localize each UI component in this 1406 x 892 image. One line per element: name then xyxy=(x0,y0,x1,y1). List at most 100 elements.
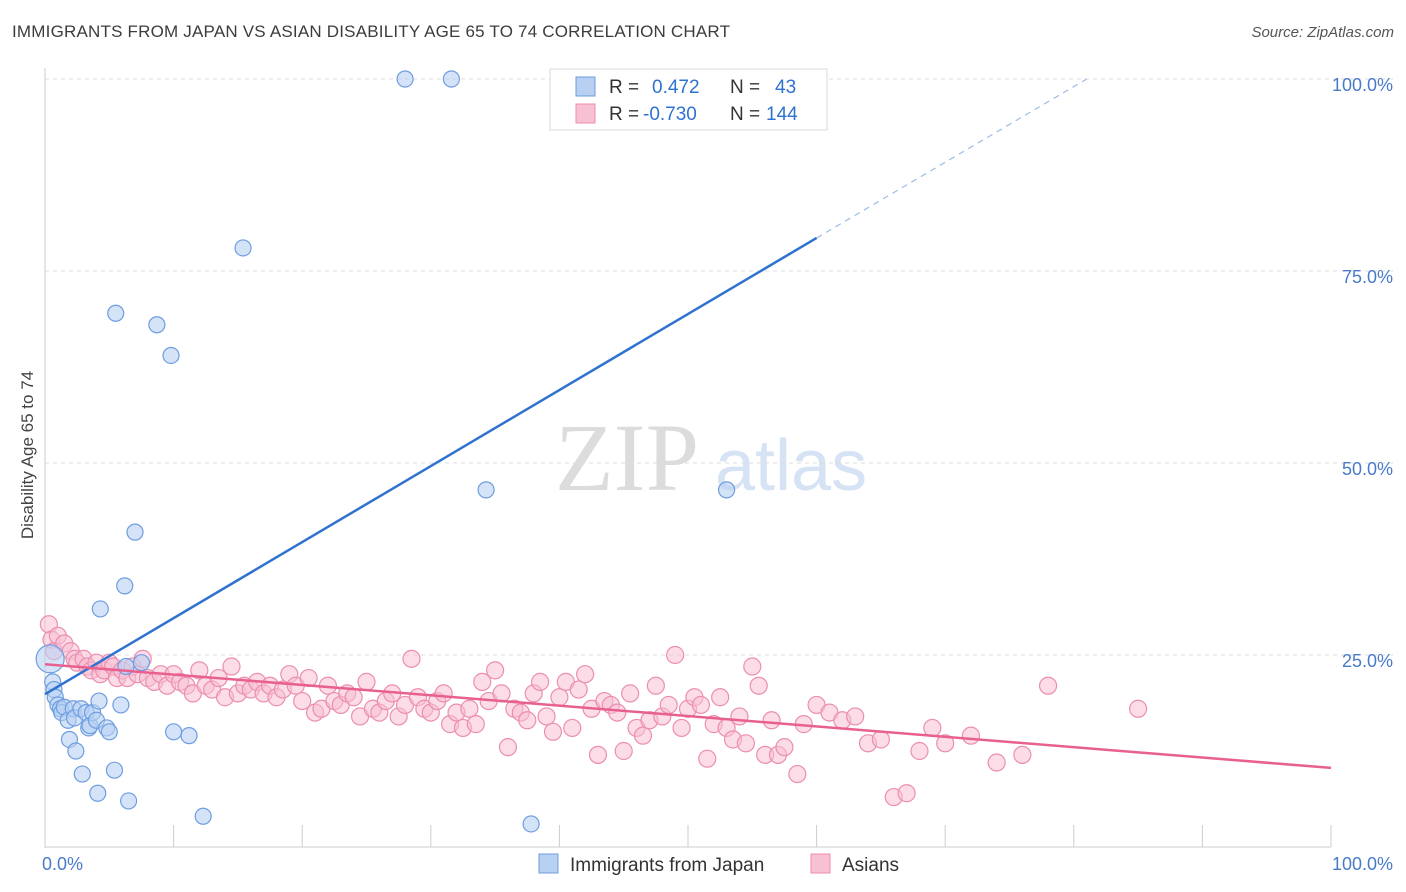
asians-points xyxy=(39,615,1148,807)
legend-r-label-asians: R = xyxy=(609,104,639,125)
japan-trend-line xyxy=(44,236,818,696)
asians-point xyxy=(698,749,717,768)
japan-point xyxy=(100,723,118,741)
asians-point xyxy=(498,738,518,757)
japan-point xyxy=(132,654,151,672)
watermark-zip: ZIP xyxy=(555,404,699,511)
japan-point xyxy=(162,346,180,365)
bottom-legend-label-asians: Asians xyxy=(842,855,899,876)
asians-point xyxy=(569,680,588,699)
trend-lines xyxy=(44,78,1332,770)
asians-point xyxy=(691,695,710,715)
legend-r-value-japan: 0.472 xyxy=(652,77,700,98)
legend-swatch-japan xyxy=(575,76,596,97)
japan-trend-extension xyxy=(816,78,1087,239)
asians-point xyxy=(775,738,794,757)
legend-n-value-japan: 43 xyxy=(775,77,796,98)
asians-point xyxy=(344,688,363,707)
japan-points xyxy=(35,70,736,833)
asians-point xyxy=(1038,676,1058,695)
grid-lines xyxy=(45,78,1393,656)
asians-point xyxy=(563,718,582,738)
asians-point xyxy=(402,649,421,668)
asians-point xyxy=(550,688,569,707)
asians-point xyxy=(1013,745,1032,764)
bottom-legend-swatch-japan xyxy=(538,853,559,874)
asians-point xyxy=(460,699,479,718)
asians-point xyxy=(730,707,749,726)
japan-point xyxy=(234,239,252,257)
asians-point xyxy=(621,684,640,703)
asians-point xyxy=(531,672,550,691)
japan-point xyxy=(442,70,460,88)
asians-point xyxy=(614,741,633,761)
asians-point xyxy=(1128,699,1148,718)
japan-point xyxy=(112,696,130,714)
japan-point xyxy=(116,577,134,595)
asians-point xyxy=(293,691,312,711)
asians-point xyxy=(743,657,762,676)
asians-point xyxy=(659,695,678,715)
japan-point xyxy=(148,316,166,334)
asians-point xyxy=(711,688,730,707)
source-label: Source: ZipAtlas.com xyxy=(1251,24,1394,41)
asians-point xyxy=(473,672,492,691)
asians-point xyxy=(537,707,556,726)
legend-n-value-asians: 144 xyxy=(766,104,798,125)
asians-point xyxy=(190,661,209,680)
asians-point xyxy=(923,718,942,738)
chart-title: IMMIGRANTS FROM JAPAN VS ASIAN DISABILIT… xyxy=(12,22,731,41)
asians-point xyxy=(588,745,608,764)
asians-point xyxy=(910,741,929,761)
japan-point xyxy=(119,792,138,810)
asians-point xyxy=(434,684,453,703)
legend-r-value-asians: -0.730 xyxy=(643,104,697,125)
asians-point xyxy=(633,726,653,745)
watermark-atlas: atlas xyxy=(715,426,867,506)
japan-point xyxy=(91,600,109,618)
asians-point xyxy=(466,715,485,734)
x-tick-label-max: 100.0% xyxy=(1332,854,1393,874)
japan-point xyxy=(35,644,65,674)
stats-legend: R = 0.472 N = 43 R = -0.730 N = 144 xyxy=(549,68,828,131)
asians-point xyxy=(486,661,505,680)
asians-point xyxy=(543,722,563,741)
japan-point xyxy=(396,70,414,88)
legend-n-label-asians: N = xyxy=(730,104,760,125)
asians-trend-line xyxy=(44,662,1332,770)
asians-point xyxy=(518,711,537,730)
legend-r-label-japan: R = xyxy=(609,77,639,98)
asians-point xyxy=(871,730,891,749)
japan-point xyxy=(90,692,108,710)
japan-point xyxy=(126,523,144,541)
axes xyxy=(44,68,1332,848)
asians-point xyxy=(736,734,755,753)
tick-labels: 25.0% 50.0% 75.0% 100.0% 0.0% 100.0% xyxy=(42,75,1393,874)
asians-point xyxy=(987,753,1006,772)
asians-point xyxy=(672,718,691,738)
asians-point xyxy=(666,645,685,665)
asians-point xyxy=(762,711,781,730)
asians-point xyxy=(749,676,768,695)
japan-point xyxy=(477,481,495,499)
asians-point xyxy=(608,703,627,722)
japan-point xyxy=(73,765,91,783)
y-axis-title: Disability Age 65 to 74 xyxy=(18,371,37,539)
y-tick-label: 75.0% xyxy=(1342,267,1393,287)
asians-point xyxy=(357,672,376,691)
y-tick-label: 100.0% xyxy=(1332,75,1393,95)
y-tick-label: 50.0% xyxy=(1342,459,1393,479)
japan-point xyxy=(180,727,198,745)
bottom-legend-label-japan: Immigrants from Japan xyxy=(570,855,764,876)
y-tick-label: 25.0% xyxy=(1342,651,1393,671)
japan-point xyxy=(522,815,540,833)
asians-point xyxy=(961,726,981,745)
japan-point xyxy=(194,807,212,825)
asians-point xyxy=(788,764,807,784)
x-tick-label-min: 0.0% xyxy=(42,854,83,874)
asians-point xyxy=(936,734,955,753)
asians-point xyxy=(846,707,865,726)
japan-point xyxy=(717,481,736,499)
japan-point xyxy=(89,784,107,802)
